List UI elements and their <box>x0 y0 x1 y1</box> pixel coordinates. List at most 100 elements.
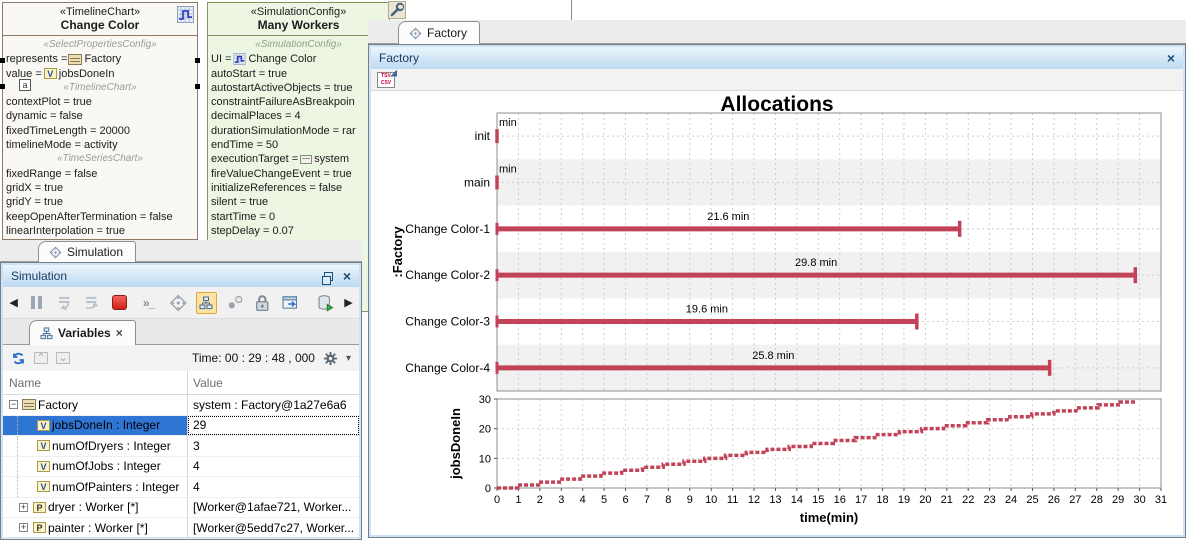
x-tick-label: 6 <box>622 494 628 506</box>
table-row[interactable]: + P painter : Worker [*] [Worker@5edd7c2… <box>3 518 359 539</box>
gear-icon[interactable] <box>323 351 338 366</box>
column-value[interactable]: Value <box>193 375 223 390</box>
part-property-icon: P <box>33 522 46 534</box>
step-plot-border <box>496 398 1162 489</box>
gantt-row-label: Change Color-1 <box>405 222 490 236</box>
property-line: constraintFailureAsBreakpoin <box>211 96 355 109</box>
tab-simulation[interactable]: Simulation <box>38 241 137 262</box>
property-line: silent = true <box>211 196 269 209</box>
x-tick-label: 3 <box>558 494 564 506</box>
property-line: fixedTimeLength = 20000 <box>6 124 131 137</box>
step-ylabel: jobsDoneIn <box>448 408 463 480</box>
console-icon[interactable] <box>281 293 300 313</box>
variables-table: Name Value − Factory system : Factory@1a… <box>3 371 359 539</box>
property-line: stepDelay = 0.07 <box>211 224 294 237</box>
x-tick-label: 23 <box>984 494 996 506</box>
anchor-badge: a <box>19 79 31 91</box>
tab-factory[interactable]: Factory <box>398 21 481 44</box>
tab-variables[interactable]: Variables × <box>29 320 136 345</box>
block-name: Change Color <box>60 18 140 32</box>
section-timeline-chart: «TimelineChart» <box>63 81 137 93</box>
value-property-icon: V <box>43 68 57 80</box>
property-line: dynamic = false <box>6 110 83 123</box>
scroll-right-icon[interactable]: ▶ <box>344 297 353 309</box>
gantt-row-label: init <box>475 129 491 143</box>
value-property-icon: V <box>37 419 50 431</box>
close-tab-icon[interactable]: × <box>115 326 123 340</box>
close-icon[interactable]: × <box>1166 50 1175 66</box>
export-csv-icon[interactable]: TSV CSV <box>377 71 395 88</box>
selection-handle[interactable] <box>0 58 5 63</box>
class-icon <box>68 53 83 65</box>
x-tick-label: 8 <box>665 494 671 506</box>
x-tick-label: 16 <box>834 494 846 506</box>
selection-handle[interactable] <box>195 58 200 63</box>
step-over-icon[interactable] <box>82 293 101 313</box>
tab-variables-label: Variables <box>58 326 111 340</box>
x-tick-label: 24 <box>1005 494 1017 506</box>
property-line: keepOpenAfterTermination = false <box>6 210 173 223</box>
simulation-title-bar: Simulation × <box>3 265 359 287</box>
tab-simulation-label: Simulation <box>67 245 124 259</box>
close-icon[interactable]: × <box>342 268 351 284</box>
x-tick-label: 12 <box>748 494 760 506</box>
wrench-icon[interactable] <box>388 1 406 19</box>
property-line: decimalPlaces = 4 <box>211 110 301 123</box>
gantt-ylabel: :Factory <box>390 226 405 278</box>
lock-icon[interactable] <box>253 293 272 313</box>
step-into-icon[interactable] <box>55 293 74 313</box>
animation-speed-icon[interactable]: »_ <box>142 295 155 310</box>
section-select-properties-config: «SelectPropertiesConfig» <box>43 39 157 50</box>
simulation-window: Simulation Simulation × ◀ »_ <box>0 240 362 540</box>
refresh-icon[interactable] <box>11 351 26 366</box>
simulation-options-icon[interactable] <box>169 293 188 313</box>
x-tick-label: 26 <box>1048 494 1060 506</box>
factory-toolbar: TSV CSV <box>371 69 1183 91</box>
step-xlabel: time(min) <box>800 510 859 525</box>
x-tick-label: 4 <box>580 494 586 506</box>
breakpoints-icon[interactable] <box>226 293 245 313</box>
property-line: fireValueChangeEvent = true <box>211 167 352 180</box>
table-row[interactable]: V numOfDryers : Integer 3 <box>3 436 359 457</box>
dropdown-arrow-icon[interactable]: ▾ <box>345 352 351 364</box>
x-tick-label: 2 <box>537 494 543 506</box>
timeline-chart-block[interactable]: «TimelineChart» Change Color «SelectProp… <box>0 2 200 240</box>
column-name[interactable]: Name <box>3 371 188 394</box>
section-time-series-chart: «TimeSeriesChart» <box>56 153 144 165</box>
float-window-icon[interactable] <box>321 271 333 285</box>
gantt-bar-label: 29.8 min <box>795 257 837 269</box>
terminate-icon[interactable] <box>110 293 129 313</box>
expand-expander[interactable]: + <box>19 522 28 533</box>
factory-title: Factory <box>379 51 420 65</box>
y-tick-label: 20 <box>479 424 491 436</box>
x-tick-label: 18 <box>876 494 888 506</box>
gantt-plot-border <box>496 112 1162 392</box>
table-row-selected[interactable]: V jobsDoneIn : Integer 29 <box>3 415 359 436</box>
export-db-icon[interactable] <box>316 293 335 313</box>
property-line: gridY = true <box>6 196 63 209</box>
selection-handle[interactable] <box>0 84 5 89</box>
table-row[interactable]: V numOfPainters : Integer 4 <box>3 477 359 498</box>
collapse-all-icon[interactable]: ⌄ <box>56 352 70 364</box>
scroll-left-icon[interactable]: ◀ <box>9 297 18 309</box>
expand-expander[interactable]: + <box>19 501 28 512</box>
x-tick-label: 7 <box>644 494 650 506</box>
property-line: gridX = true <box>6 181 64 194</box>
x-tick-label: 20 <box>919 494 931 506</box>
variables-icon <box>40 326 53 339</box>
collapse-expander[interactable]: − <box>9 399 18 410</box>
expand-all-icon[interactable]: ⌃ <box>34 352 48 364</box>
selection-handle[interactable] <box>195 84 200 89</box>
pause-icon[interactable] <box>27 293 46 313</box>
gantt-bar-label: min <box>499 117 517 129</box>
variables-pane-icon[interactable] <box>196 291 217 314</box>
gantt-row-label: Change Color-4 <box>405 361 490 375</box>
table-row[interactable]: V numOfJobs : Integer 4 <box>3 456 359 477</box>
table-row[interactable]: + P dryer : Worker [*] [Worker@1afae721,… <box>3 497 359 518</box>
y-tick-label: 30 <box>479 394 491 406</box>
table-row[interactable]: − Factory system : Factory@1a27e6a6 <box>3 395 359 416</box>
variables-toolbar: ⌃ ⌄ Time: 00 : 29 : 48 , 000 ▾ <box>3 345 359 371</box>
value-edit-cell[interactable]: 29 <box>188 415 359 435</box>
timeline-chart-icon <box>177 6 194 23</box>
